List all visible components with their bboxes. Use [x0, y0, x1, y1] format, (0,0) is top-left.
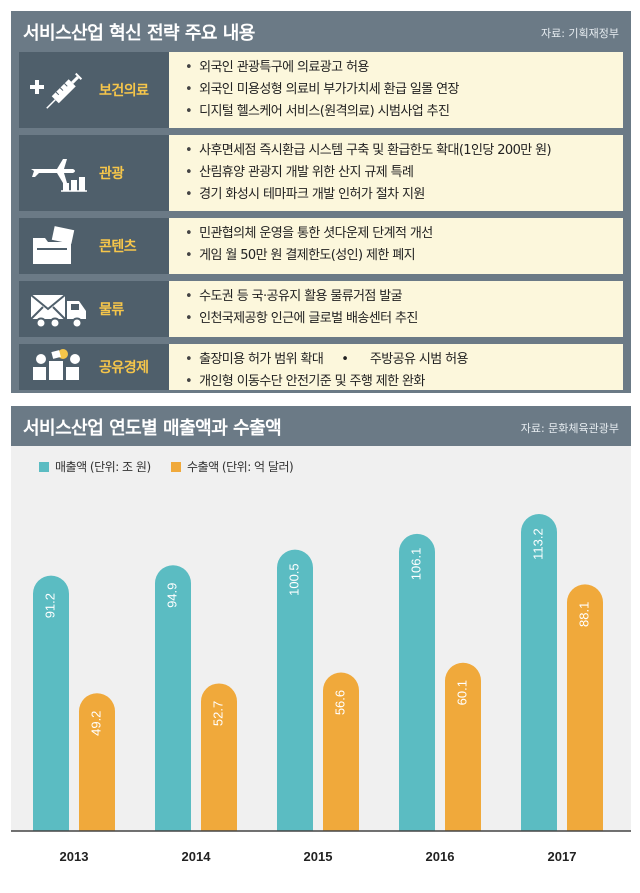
bar-exports-2016	[445, 662, 481, 849]
x-tick-label: 2016	[426, 849, 455, 864]
medical-syringe-icon	[30, 72, 83, 109]
strategy-header: 서비스산업 혁신 전략 주요 내용 자료: 기획재정부	[11, 11, 631, 51]
bar-exports-2015	[323, 672, 359, 849]
x-tick-label: 2015	[304, 849, 333, 864]
x-tick-label: 2017	[548, 849, 577, 864]
chart-legend: 매출액 (단위: 조 원) 수출액 (단위: 억 달러)	[11, 458, 631, 480]
data-label: 94.9	[164, 583, 179, 608]
data-label: 88.1	[576, 602, 591, 627]
data-label: 56.6	[332, 690, 347, 715]
list-item-bullet: •	[341, 352, 352, 367]
strategy-row-logistics: 물류 수도권 등 국·공유지 활용 물류거점 발굴 인천국제공항 인근에 글로벌…	[19, 281, 623, 337]
legend-item-exports: 수출액 (단위: 억 달러)	[171, 458, 294, 475]
list-item: 사후면세점 즉시환급 시스템 구축 및 환급한도 확대(1인당 200만 원)	[185, 140, 623, 162]
sharing-economy-icon	[33, 349, 80, 380]
category-label: 관광	[19, 135, 169, 211]
category-label: 물류	[19, 281, 169, 337]
x-tick-label: 2013	[60, 849, 89, 864]
list-item-pair: 출장미용 허가 범위 확대 • 주방공유 시범 허용	[185, 349, 623, 371]
strategy-title: 서비스산업 혁신 전략 주요 내용	[23, 23, 255, 44]
category-items: 사후면세점 즉시환급 시스템 구축 및 환급한도 확대(1인당 200만 원) …	[169, 135, 623, 211]
list-item: 외국인 관광특구에 의료광고 허용	[185, 57, 623, 79]
list-item: 출장미용 허가 범위 확대	[199, 352, 324, 367]
category-label: 보건의료	[19, 52, 169, 128]
axis-strip	[11, 831, 631, 884]
bar-sales-2015	[277, 549, 313, 849]
category-items: 출장미용 허가 범위 확대 • 주방공유 시범 허용 개인형 이동수단 안전기준 …	[169, 344, 623, 390]
category-name: 관광	[99, 166, 124, 182]
category-name: 공유경제	[99, 360, 149, 376]
legend-item-sales: 매출액 (단위: 조 원)	[39, 458, 151, 475]
delivery-truck-icon	[30, 294, 86, 329]
data-label: 100.5	[286, 563, 301, 596]
airplane-icon	[31, 159, 87, 192]
legend-swatch-sales	[39, 461, 49, 472]
list-item: 디지털 헬스케어 서비스(원격의료) 시범사업 추진	[185, 101, 623, 123]
list-item: 주방공유 시범 허용	[369, 352, 469, 367]
chart-panel: 서비스산업 연도별 매출액과 수출액 자료: 문화체육관광부 매출액 (단위: …	[11, 406, 631, 884]
list-item: 외국인 미용성형 의료비 부가가치세 환급 일몰 연장	[185, 79, 623, 101]
bar-sales-2013	[33, 575, 69, 849]
strategy-row-tourism: 관광 사후면세점 즉시환급 시스템 구축 및 환급한도 확대(1인당 200만 …	[19, 135, 623, 211]
data-label: 106.1	[408, 548, 423, 581]
strategy-row-content: 콘텐츠 민관협의체 운영을 통한 셧다운제 단계적 개선 게임 월 50만 원 …	[19, 218, 623, 274]
list-item: 게임 월 50만 원 결제한도(성인) 제한 폐지	[185, 245, 623, 267]
list-item: 인천국제공항 인근에 글로벌 배송센터 추진	[185, 308, 623, 330]
data-label: 60.1	[454, 680, 469, 705]
list-item: 민관협의체 운영을 통한 셧다운제 단계적 개선	[185, 223, 623, 245]
content-folder-icon	[33, 226, 75, 264]
bar-chart: 91.2 49.2 94.9 52.7 100.5 56.6 106.1 60.1 113.2 8…	[11, 514, 631, 884]
strategy-source: 자료: 기획재정부	[540, 27, 619, 40]
legend-swatch-exports	[171, 461, 181, 472]
bar-sales-2014	[155, 565, 191, 849]
x-tick-label: 2014	[182, 849, 212, 864]
category-label: 콘텐츠	[19, 218, 169, 274]
bar-sales-2017	[521, 514, 557, 849]
list-item: 산림휴양 관광지 개발 위한 산지 규제 특례	[185, 162, 623, 184]
chart-source: 자료: 문화체육관광부	[520, 422, 619, 435]
strategy-row-healthcare: 보건의료 외국인 관광특구에 의료광고 허용 외국인 미용성형 의료비 부가가치…	[19, 52, 623, 128]
legend-label-exports: 수출액 (단위: 억 달러)	[187, 460, 294, 474]
data-label: 52.7	[210, 701, 225, 726]
list-item: 수도권 등 국·공유지 활용 물류거점 발굴	[185, 286, 623, 308]
category-items: 민관협의체 운영을 통한 셧다운제 단계적 개선 게임 월 50만 원 결제한도…	[169, 218, 623, 274]
bar-sales-2016	[399, 533, 435, 849]
bar-exports-2013	[79, 693, 115, 849]
strategy-panel: 서비스산업 혁신 전략 주요 내용 자료: 기획재정부 보건의료	[11, 11, 631, 393]
chart-header: 서비스산업 연도별 매출액과 수출액 자료: 문화체육관광부	[11, 406, 631, 446]
category-label: 공유경제	[19, 344, 169, 390]
data-label: 91.2	[42, 593, 57, 618]
chart-title: 서비스산업 연도별 매출액과 수출액	[23, 418, 282, 439]
category-name: 콘텐츠	[99, 239, 137, 255]
data-label: 113.2	[530, 528, 545, 560]
category-items: 수도권 등 국·공유지 활용 물류거점 발굴 인천국제공항 인근에 글로벌 배송…	[169, 281, 623, 337]
category-items: 외국인 관광특구에 의료광고 허용 외국인 미용성형 의료비 부가가치세 환급 …	[169, 52, 623, 128]
strategy-row-sharing-economy: 공유경제 출장미용 허가 범위 확대 • 주방공유 시범 허용 개인형 이동수단 …	[19, 344, 623, 390]
list-item: 경기 화성시 테마파크 개발 인허가 절차 지원	[185, 184, 623, 206]
legend-label-sales: 매출액 (단위: 조 원)	[55, 460, 151, 474]
category-name: 보건의료	[99, 83, 149, 99]
bar-exports-2014	[201, 683, 237, 849]
data-label: 49.2	[88, 711, 103, 736]
list-item: 개인형 이동수단 안전기준 및 주행 제한 완화	[185, 371, 623, 393]
category-name: 물류	[99, 302, 124, 318]
bar-exports-2017	[567, 584, 603, 849]
